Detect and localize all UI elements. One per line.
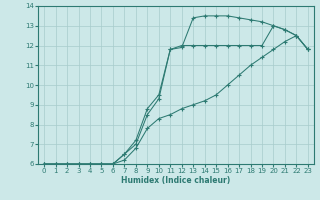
X-axis label: Humidex (Indice chaleur): Humidex (Indice chaleur) xyxy=(121,176,231,185)
